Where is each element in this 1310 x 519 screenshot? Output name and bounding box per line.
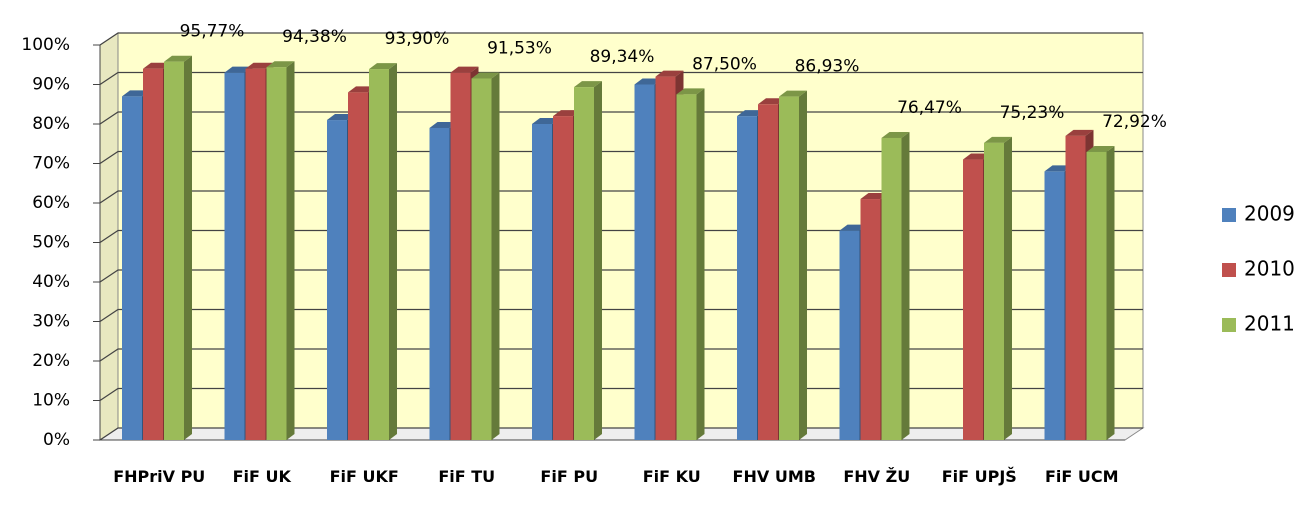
bar [348,92,368,441]
bar-top [471,72,500,79]
bar [1065,135,1086,440]
bar-side [799,90,807,441]
bar [224,72,245,441]
bar [984,142,1004,441]
bar [369,69,389,440]
grid-line [99,32,1143,46]
x-tick-label: FHPriV PU [113,467,206,486]
y-tick-label: 10% [32,391,70,411]
data-label: 91,53% [487,38,552,58]
bar-side [1004,136,1012,441]
bar [779,96,799,441]
y-tick-label: 50% [32,233,70,253]
bar [122,96,142,440]
bar-top [450,66,479,73]
y-tick-label: 30% [32,312,70,332]
y-tick-label: 0% [43,430,70,450]
y-tick-label: 80% [32,114,70,134]
bar [553,116,573,440]
data-label: 72,92% [1102,112,1167,132]
y-tick-label: 40% [32,272,70,292]
bar [471,78,492,441]
x-tick-label: FiF UCM [1044,467,1119,486]
bar-top [164,55,192,62]
x-tick-label: FiF UKF [329,467,399,486]
legend-label: 2011 [1244,312,1295,336]
data-label: 89,34% [590,47,655,67]
data-label: 94,38% [282,27,347,47]
bar [1086,151,1107,440]
bar-top [655,70,684,77]
bar-side [184,55,192,441]
bar [164,61,184,441]
bar-top [1086,145,1115,152]
bar-top [574,81,602,88]
bar-top [266,61,295,68]
x-tick-label: FiF TU [438,467,496,486]
data-label: 95,77% [180,22,245,42]
bar-top [369,63,397,70]
bar-top [779,90,807,97]
bar [963,159,983,441]
x-tick-label: FiF UK [232,467,291,486]
grid-line [99,71,1143,85]
bar [245,68,266,440]
legend-label: 2009 [1244,202,1295,226]
x-tick-label: FiF PU [540,467,599,486]
bar [881,137,902,441]
bar [143,68,163,440]
bar [634,84,655,440]
bar [839,230,860,440]
bar [758,104,778,440]
data-label: 93,90% [385,29,450,49]
bar-side [286,61,295,440]
bar [327,120,347,441]
bar [676,94,697,440]
bar [737,116,757,440]
y-tick-label: 20% [32,351,70,371]
data-label: 87,50% [692,54,757,74]
x-tick-label: FiF KU [642,467,701,486]
legend-label: 2010 [1244,257,1295,281]
legend-swatch [1222,263,1236,277]
bar [655,76,676,440]
y-tick-label: 90% [32,75,70,95]
x-tick-label: FHV UMB [732,467,816,486]
data-label: 75,23% [1000,103,1065,123]
bar [450,72,471,441]
data-label: 86,93% [795,57,860,77]
bar-side [696,88,705,440]
bar-side [389,63,397,440]
bar [1044,171,1065,440]
legend-swatch [1222,318,1236,332]
data-label: 76,47% [897,98,962,118]
y-tick-label: 70% [32,154,70,174]
y-tick-label: 60% [32,193,70,213]
x-tick-label: FiF UPJŠ [941,467,1017,486]
bar [574,87,594,441]
legend-swatch [1222,208,1236,222]
y-tick-label: 100% [21,35,70,55]
bar [860,199,881,440]
bar [266,67,287,440]
bar-top [984,136,1012,143]
bar-top [881,131,910,138]
bar [532,124,552,440]
bar-side [491,72,500,441]
bar-side [594,81,602,441]
x-tick-label: FHV ŽU [843,467,911,486]
bar-side [901,131,910,441]
bar [429,127,450,440]
bar-top [676,88,705,95]
bar-top [1065,129,1094,136]
bar-side [1106,145,1115,440]
